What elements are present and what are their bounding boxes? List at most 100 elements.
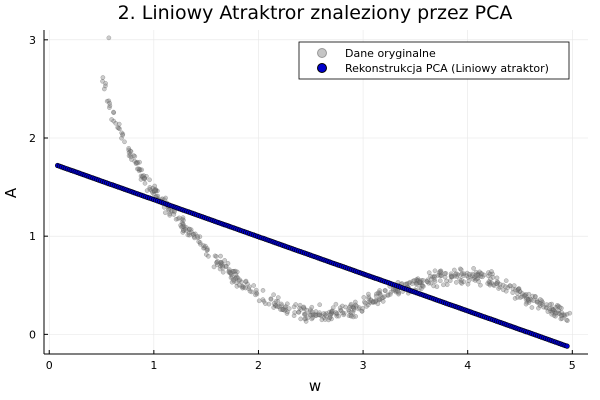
original-data-point [341, 312, 347, 318]
original-data-point [120, 131, 126, 137]
original-data-point [415, 277, 421, 283]
original-data-point [353, 302, 358, 308]
legend-marker-original [317, 48, 327, 58]
original-data-point [375, 301, 381, 307]
original-data-point [186, 230, 192, 236]
original-data-point [565, 318, 570, 323]
original-data-point [263, 301, 268, 306]
original-data-point [490, 275, 496, 280]
original-data-point [406, 280, 412, 286]
original-data-point [218, 260, 224, 265]
original-data-point [453, 271, 458, 277]
original-data-point [107, 105, 112, 110]
original-data-point [366, 299, 372, 305]
original-data-point [372, 299, 378, 305]
original-data-point [535, 299, 540, 305]
original-data-point [373, 299, 379, 304]
original-data-point [333, 311, 339, 317]
original-data-point [327, 315, 333, 321]
original-data-point [557, 311, 562, 317]
original-data-point [526, 300, 532, 305]
original-data-point [347, 305, 352, 310]
original-data-point [549, 306, 555, 311]
original-data-point [155, 193, 161, 199]
original-data-point [240, 284, 246, 289]
original-data-point [409, 281, 415, 287]
original-data-point [329, 310, 335, 315]
original-data-point [494, 281, 500, 286]
original-data-point [558, 313, 564, 318]
original-data-point [223, 263, 229, 269]
original-data-point [203, 243, 208, 249]
original-data-point [432, 279, 438, 284]
original-data-point [377, 288, 382, 293]
original-data-point [169, 208, 174, 214]
original-data-point [426, 280, 432, 286]
axes [43, 30, 588, 355]
original-data-point [336, 313, 342, 319]
original-data-point [459, 277, 464, 283]
original-data-point [507, 283, 513, 289]
original-data-point [470, 271, 475, 277]
original-data-point [151, 191, 157, 197]
original-data-point [351, 304, 357, 309]
original-data-point [233, 280, 239, 286]
original-data-point [187, 232, 192, 238]
original-data-point [556, 303, 561, 309]
original-data-point [417, 280, 423, 286]
original-data-point [439, 273, 444, 278]
original-data-point [414, 280, 420, 286]
original-data-point [329, 316, 334, 322]
original-data-point [141, 173, 147, 178]
original-data-point [549, 311, 554, 317]
original-data-point [197, 234, 203, 240]
original-data-point [346, 313, 352, 319]
original-data-point [137, 167, 142, 172]
original-data-point [333, 301, 339, 307]
original-data-point [350, 314, 356, 320]
original-data-point [432, 277, 437, 282]
original-data-point [407, 279, 413, 285]
original-data-point [282, 305, 288, 311]
x-tick-label: 3 [360, 359, 367, 372]
original-data-point [291, 304, 297, 310]
original-data-point [534, 299, 540, 305]
original-data-point [133, 160, 139, 166]
original-data-point [443, 270, 449, 276]
original-data-point [438, 273, 444, 278]
original-data-point [519, 294, 525, 299]
original-data-point [111, 109, 116, 115]
original-data-point [148, 187, 154, 193]
original-data-point [476, 279, 481, 284]
original-data-point [327, 312, 333, 318]
legend: Dane oryginalne Rekonstrukcja PCA (Liniow… [298, 41, 570, 80]
original-data-point [457, 276, 463, 282]
original-data-point [151, 188, 157, 194]
original-data-point [381, 294, 387, 300]
original-data-point [261, 298, 267, 304]
original-data-point [279, 301, 284, 307]
original-data-point [478, 271, 484, 276]
x-tick-label: 2 [255, 359, 262, 372]
original-data-point [420, 283, 426, 289]
original-data-point [467, 274, 473, 279]
original-data-point [317, 310, 322, 316]
original-data-point [495, 280, 501, 285]
original-data-point [136, 168, 142, 174]
original-data-point [567, 310, 573, 316]
original-data-point [417, 280, 423, 285]
original-data-point [166, 207, 172, 213]
original-data-point [128, 154, 134, 160]
original-data-point [260, 288, 266, 293]
original-data-point [429, 276, 434, 282]
original-data-point [232, 268, 238, 274]
original-data-point [279, 307, 285, 313]
original-data-point [106, 98, 112, 104]
original-data-point [441, 282, 446, 288]
original-data-point [317, 312, 322, 318]
original-data-point [558, 316, 564, 322]
original-data-point [276, 304, 282, 309]
original-data-point [370, 300, 376, 305]
original-data-point [562, 312, 568, 318]
